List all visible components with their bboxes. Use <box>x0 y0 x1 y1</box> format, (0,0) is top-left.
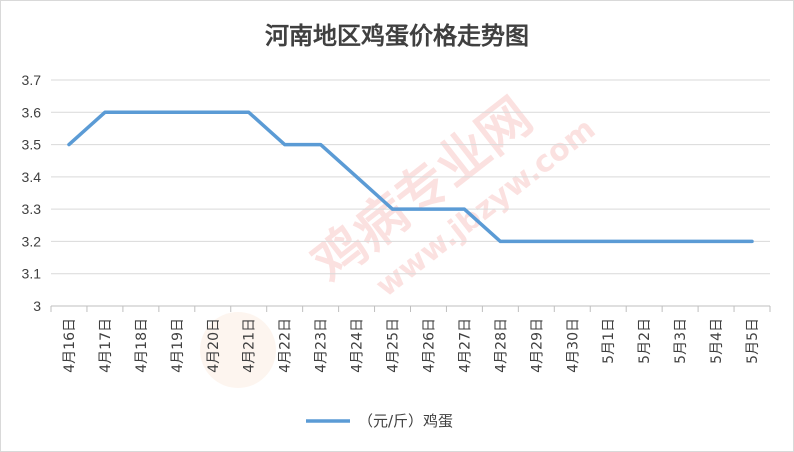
watermark: 鸡病专业网 www.jbzyw.com <box>302 87 603 304</box>
x-tick-label: 4月24日 <box>350 318 366 373</box>
x-tick-label: 4月25日 <box>386 318 402 373</box>
y-axis-ticks: 3 3.1 3.2 3.3 3.4 3.5 3.6 3.7 <box>22 72 42 314</box>
series-group <box>67 110 754 244</box>
legend-label: （元/斤）鸡蛋 <box>358 412 453 430</box>
y-tick-label: 3.7 <box>22 72 42 88</box>
series-line <box>67 110 754 244</box>
x-tick-label: 5月1日 <box>601 318 617 364</box>
x-tick-label: 5月5日 <box>745 318 761 364</box>
x-tick-label: 4月18日 <box>134 318 150 373</box>
y-tick-label: 3.5 <box>22 137 42 153</box>
x-tick-label: 4月17日 <box>98 318 114 373</box>
y-tick-label: 3.4 <box>22 169 42 185</box>
x-tick-label: 4月27日 <box>457 318 473 373</box>
x-tick-label: 4月16日 <box>62 318 78 373</box>
x-tick-label: 4月30日 <box>565 318 581 373</box>
x-tick-label: 4月23日 <box>314 318 330 373</box>
x-tick-label: 4月29日 <box>529 318 545 373</box>
x-tick-label: 5月3日 <box>673 318 689 364</box>
chart-title: 河南地区鸡蛋价格走势图 <box>265 22 529 50</box>
watermark-seal <box>200 312 276 388</box>
x-tick-label: 5月2日 <box>637 318 653 364</box>
x-tick-label: 4月26日 <box>421 318 437 373</box>
y-tick-label: 3.1 <box>22 266 42 282</box>
y-tick-label: 3.2 <box>22 233 42 249</box>
x-tick-label: 4月28日 <box>493 318 509 373</box>
y-tick-label: 3 <box>33 298 41 314</box>
x-axis: 4月16日 4月17日 4月18日 4月19日 4月20日 4月21日 4月22日 4月23日… <box>50 305 771 373</box>
y-tick-label: 3.6 <box>22 104 42 120</box>
x-tick-label: 4月21日 <box>242 318 258 373</box>
x-tick-label: 4月19日 <box>170 318 186 373</box>
legend: （元/斤）鸡蛋 <box>306 412 453 430</box>
x-tick-label: 4月22日 <box>278 318 294 373</box>
x-tick-label: 5月4日 <box>709 318 725 364</box>
x-tick-label: 4月20日 <box>206 318 222 373</box>
y-tick-label: 3.3 <box>22 201 42 217</box>
